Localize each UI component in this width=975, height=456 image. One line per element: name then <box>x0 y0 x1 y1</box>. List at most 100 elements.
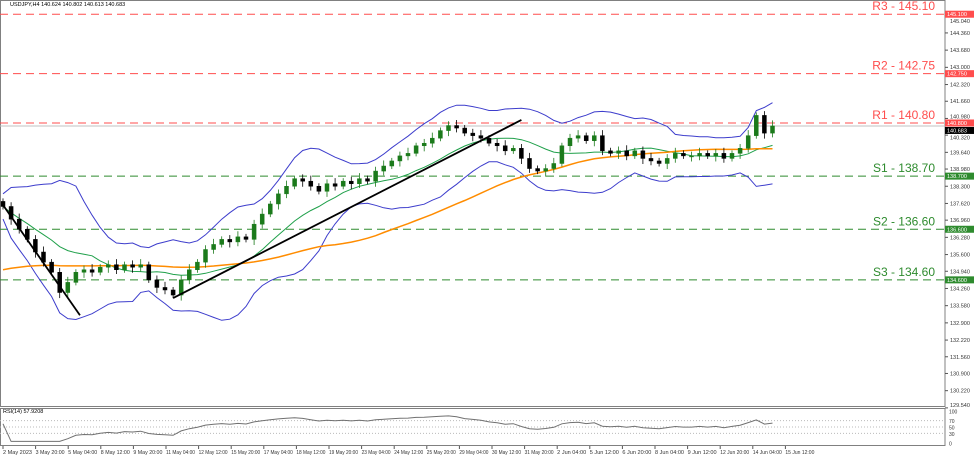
price-tag <box>945 119 974 127</box>
candle-body <box>259 213 265 225</box>
candle-body <box>624 150 629 157</box>
candle-body <box>689 155 694 158</box>
candle-body <box>332 183 338 187</box>
candle-body <box>162 287 168 291</box>
y-tick-label: 134.260 <box>950 286 970 292</box>
symbol-info: USDJPY,H4 140.624 140.802 140.613 140.68… <box>10 2 126 8</box>
candle-body <box>592 135 597 141</box>
candle-body <box>219 239 224 245</box>
candle-body <box>454 125 459 129</box>
rsi-tick-label: 100 <box>949 410 958 416</box>
y-tick-label: 137.620 <box>950 201 970 207</box>
y-tick-label: 138.300 <box>950 184 970 190</box>
y-tick-label: 130.220 <box>950 389 970 395</box>
candle-body <box>65 282 71 293</box>
candle-body <box>421 142 427 147</box>
level-label: S2 - 136.60 <box>873 214 935 228</box>
y-tick-label: 135.600 <box>950 253 970 259</box>
candle-body <box>470 132 476 136</box>
candle-body <box>389 160 395 167</box>
candle-body <box>673 153 678 159</box>
rsi-plot-frame <box>0 408 946 446</box>
rsi-tick-label: 50 <box>949 426 955 432</box>
candle-body <box>486 137 492 144</box>
candle-body <box>130 264 135 268</box>
candle-body <box>430 137 435 144</box>
x-tick-label: 18 May 12:00 <box>296 450 325 456</box>
candle-body <box>114 264 119 270</box>
candle-body <box>97 266 103 273</box>
level-label: R1 - 140.80 <box>872 108 935 122</box>
level-label: R3 - 145.10 <box>872 0 935 13</box>
y-tick-label: 141.660 <box>950 99 970 105</box>
x-tick-label: 17 May 04:00 <box>264 450 293 456</box>
candle-body <box>106 264 111 268</box>
y-tick-label: 139.640 <box>950 150 970 156</box>
candle-body <box>324 183 330 192</box>
candle-body <box>575 135 581 139</box>
rsi-label: RSI(14) 57.9208 <box>3 409 44 415</box>
candle-body <box>462 127 467 134</box>
y-tick-label: 142.320 <box>950 83 970 89</box>
candle-body <box>73 272 79 283</box>
x-tick-label: 19 May 20:00 <box>329 450 358 456</box>
price-tag <box>945 10 974 18</box>
bollinger-lower-band <box>2 161 773 321</box>
candle-body <box>705 153 710 157</box>
x-tick-label: 24 May 12:00 <box>394 450 423 456</box>
y-tick-label: 143.680 <box>950 48 970 54</box>
rsi-line <box>2 415 773 442</box>
x-tick-label: 5 May 04:00 <box>68 450 97 456</box>
y-tick-label: 134.940 <box>950 269 970 275</box>
y-tick-label: 136.960 <box>950 218 970 224</box>
x-tick-label: 2 Jun 04:00 <box>557 450 586 456</box>
candle-body <box>502 145 508 152</box>
price-tag-label: 145.100 <box>947 12 967 18</box>
candle-body <box>89 269 95 273</box>
x-tick-label: 9 May 20:00 <box>133 450 162 456</box>
y-tick-label: 143.000 <box>950 65 970 71</box>
candle-body <box>397 155 403 162</box>
candle-body <box>762 115 767 134</box>
candle-body <box>357 178 362 184</box>
bollinger-upper-band <box>2 102 773 249</box>
candle-body <box>697 153 702 157</box>
rsi-tick-label: 70 <box>949 419 955 425</box>
main-plot-frame <box>0 0 946 407</box>
candle-body <box>284 186 289 195</box>
candle-body <box>81 269 87 273</box>
x-tick-label: 31 May 20:00 <box>525 450 554 456</box>
candle-body <box>478 135 484 139</box>
candle-body <box>729 153 735 159</box>
price-tag-label: 138.700 <box>947 174 967 180</box>
level-label: R2 - 142.75 <box>872 59 935 73</box>
price-tag <box>945 70 974 78</box>
candle-body <box>49 261 54 273</box>
candle-body <box>632 150 638 157</box>
candle-body <box>300 178 305 182</box>
x-tick-label: 25 May 20:00 <box>427 450 456 456</box>
x-tick-label: 15 Jun 12:00 <box>785 450 814 456</box>
candle-body <box>438 130 443 139</box>
candle-body <box>640 150 646 159</box>
candle-body <box>178 279 184 296</box>
candle-body <box>770 125 775 134</box>
x-tick-label: 3 May 20:00 <box>36 450 65 456</box>
candle-body <box>551 163 557 169</box>
price-tag <box>945 225 974 233</box>
candle-body <box>373 170 378 182</box>
x-tick-label: 5 Jun 12:00 <box>590 450 619 456</box>
candle-body <box>251 223 257 240</box>
candle-body <box>276 193 281 205</box>
candle-body <box>292 178 297 187</box>
candle-body <box>340 180 346 187</box>
trendline <box>172 119 522 299</box>
candle-body <box>405 153 411 157</box>
current-price-tag-label: 140.683 <box>947 128 967 134</box>
y-tick-label: 132.220 <box>950 338 970 344</box>
candle-body <box>211 244 216 250</box>
candle-body <box>146 264 152 281</box>
candle-body <box>511 148 516 152</box>
